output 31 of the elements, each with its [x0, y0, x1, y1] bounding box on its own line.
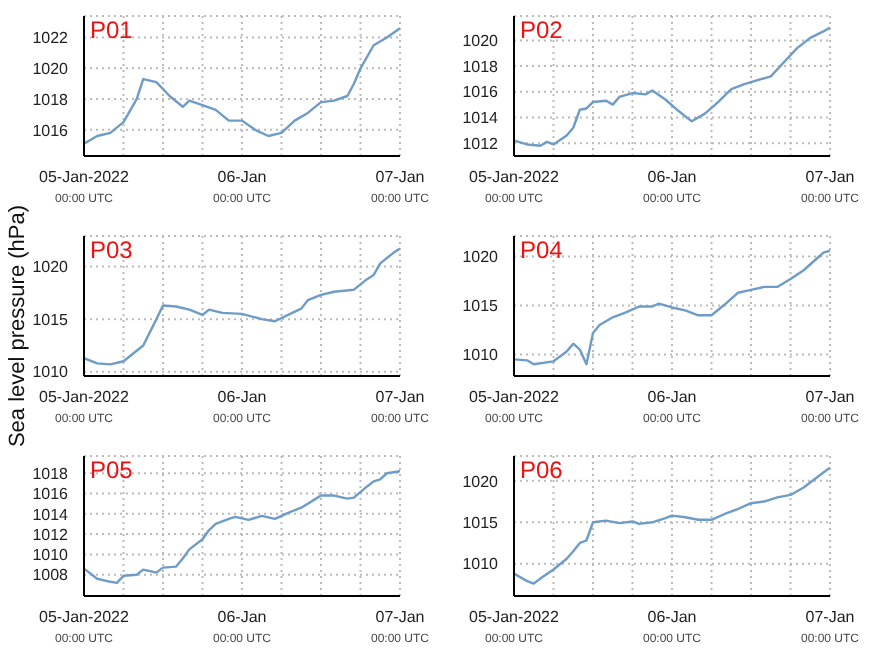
y-tick-label: 1018	[32, 90, 70, 109]
y-tick-label: 1014	[462, 109, 500, 128]
chart-title: P04	[520, 236, 563, 264]
y-tick-label: 1020	[462, 32, 500, 51]
chart-title: P02	[520, 16, 563, 44]
y-tick-label: 1015	[462, 513, 500, 532]
y-tick-label: 1010	[462, 346, 500, 365]
chart-title: P01	[90, 16, 133, 44]
y-tick-label: 1020	[462, 248, 500, 267]
chart-title: P05	[90, 456, 133, 484]
chart-title: P06	[520, 456, 563, 484]
y-tick-label: 1018	[32, 464, 70, 483]
y-tick-label: 1015	[32, 310, 70, 329]
y-axis-title: Sea level pressure (hPa)	[6, 204, 30, 448]
y-tick-label: 1020	[462, 472, 500, 491]
y-tick-label: 1015	[462, 297, 500, 316]
y-tick-label: 1014	[32, 505, 70, 524]
y-tick-label: 1016	[32, 485, 70, 504]
y-tick-label: 1022	[32, 29, 70, 48]
y-tick-label: 1012	[462, 134, 500, 153]
y-tick-label: 1008	[32, 566, 70, 585]
y-tick-label: 1010	[462, 555, 500, 574]
chart-title: P03	[90, 236, 133, 264]
y-tick-label: 1016	[32, 121, 70, 140]
y-tick-label: 1018	[462, 57, 500, 76]
y-tick-label: 1010	[32, 363, 70, 382]
y-tick-label: 1010	[32, 546, 70, 565]
y-tick-label: 1012	[32, 525, 70, 544]
y-tick-label: 1020	[32, 59, 70, 78]
y-tick-label: 1020	[32, 258, 70, 277]
y-tick-label: 1016	[462, 83, 500, 102]
